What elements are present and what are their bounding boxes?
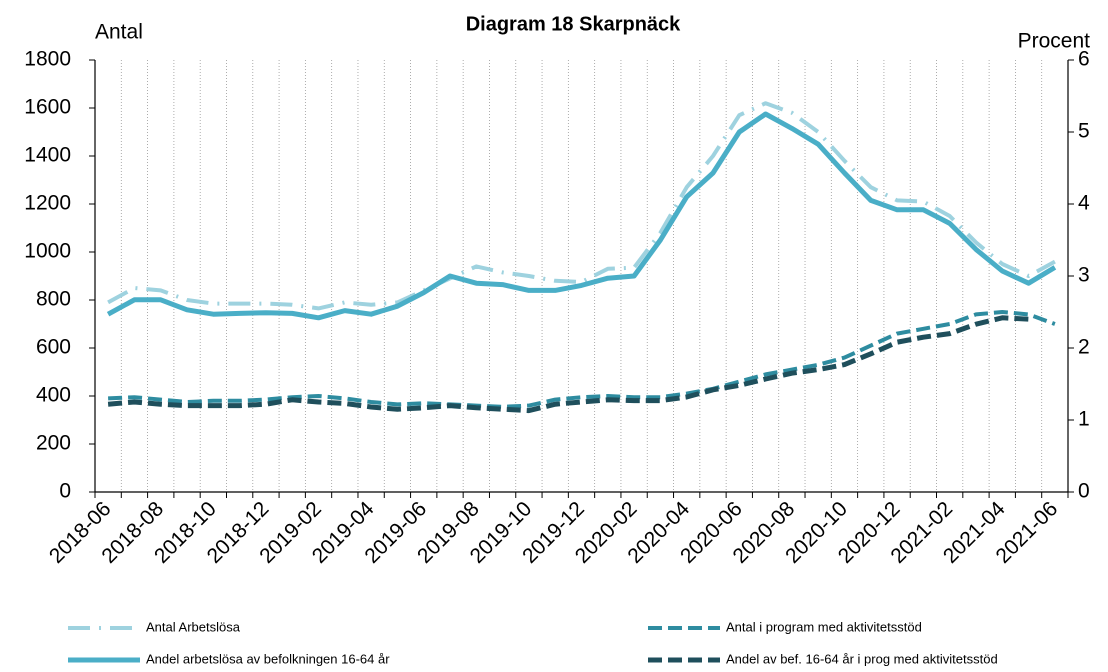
y-tick-label: 800 [36,288,71,311]
series-line [107,315,1029,414]
legend-label: Andel arbetslösa av befolkningen 16-64 å… [146,651,390,666]
y2-tick-label: 6 [1078,48,1090,71]
y-tick-label: 1400 [24,144,71,167]
y-tick-label: 1000 [24,240,71,263]
y2-tick-label: 5 [1078,120,1090,143]
y2-tick-label: 3 [1078,264,1090,287]
y-axis-title: Antal [95,21,143,44]
y2-tick-label: 2 [1078,336,1090,359]
y-tick-label: 0 [59,480,71,503]
legend-label: Antal Arbetslösa [146,619,241,634]
y-tick-label: 600 [36,336,71,359]
legend-label: Andel av bef. 16-64 år i prog med aktivi… [726,651,998,666]
y-tick-label: 1200 [24,192,71,215]
chart-title: Diagram 18 Skarpnäck [466,13,681,35]
y-tick-label: 1600 [24,96,71,119]
y-tick-label: 200 [36,432,71,455]
y2-tick-label: 4 [1078,192,1090,215]
series-line [108,310,1056,409]
y2-tick-label: 0 [1078,480,1090,503]
series-line [107,101,1056,311]
y2-tick-label: 1 [1078,408,1090,431]
y2-axis-title: Procent [1018,30,1091,53]
y-tick-label: 1800 [24,48,71,71]
y-tick-label: 400 [36,384,71,407]
legend-label: Antal i program med aktivitetsstöd [726,619,922,634]
series-line [106,111,1057,321]
